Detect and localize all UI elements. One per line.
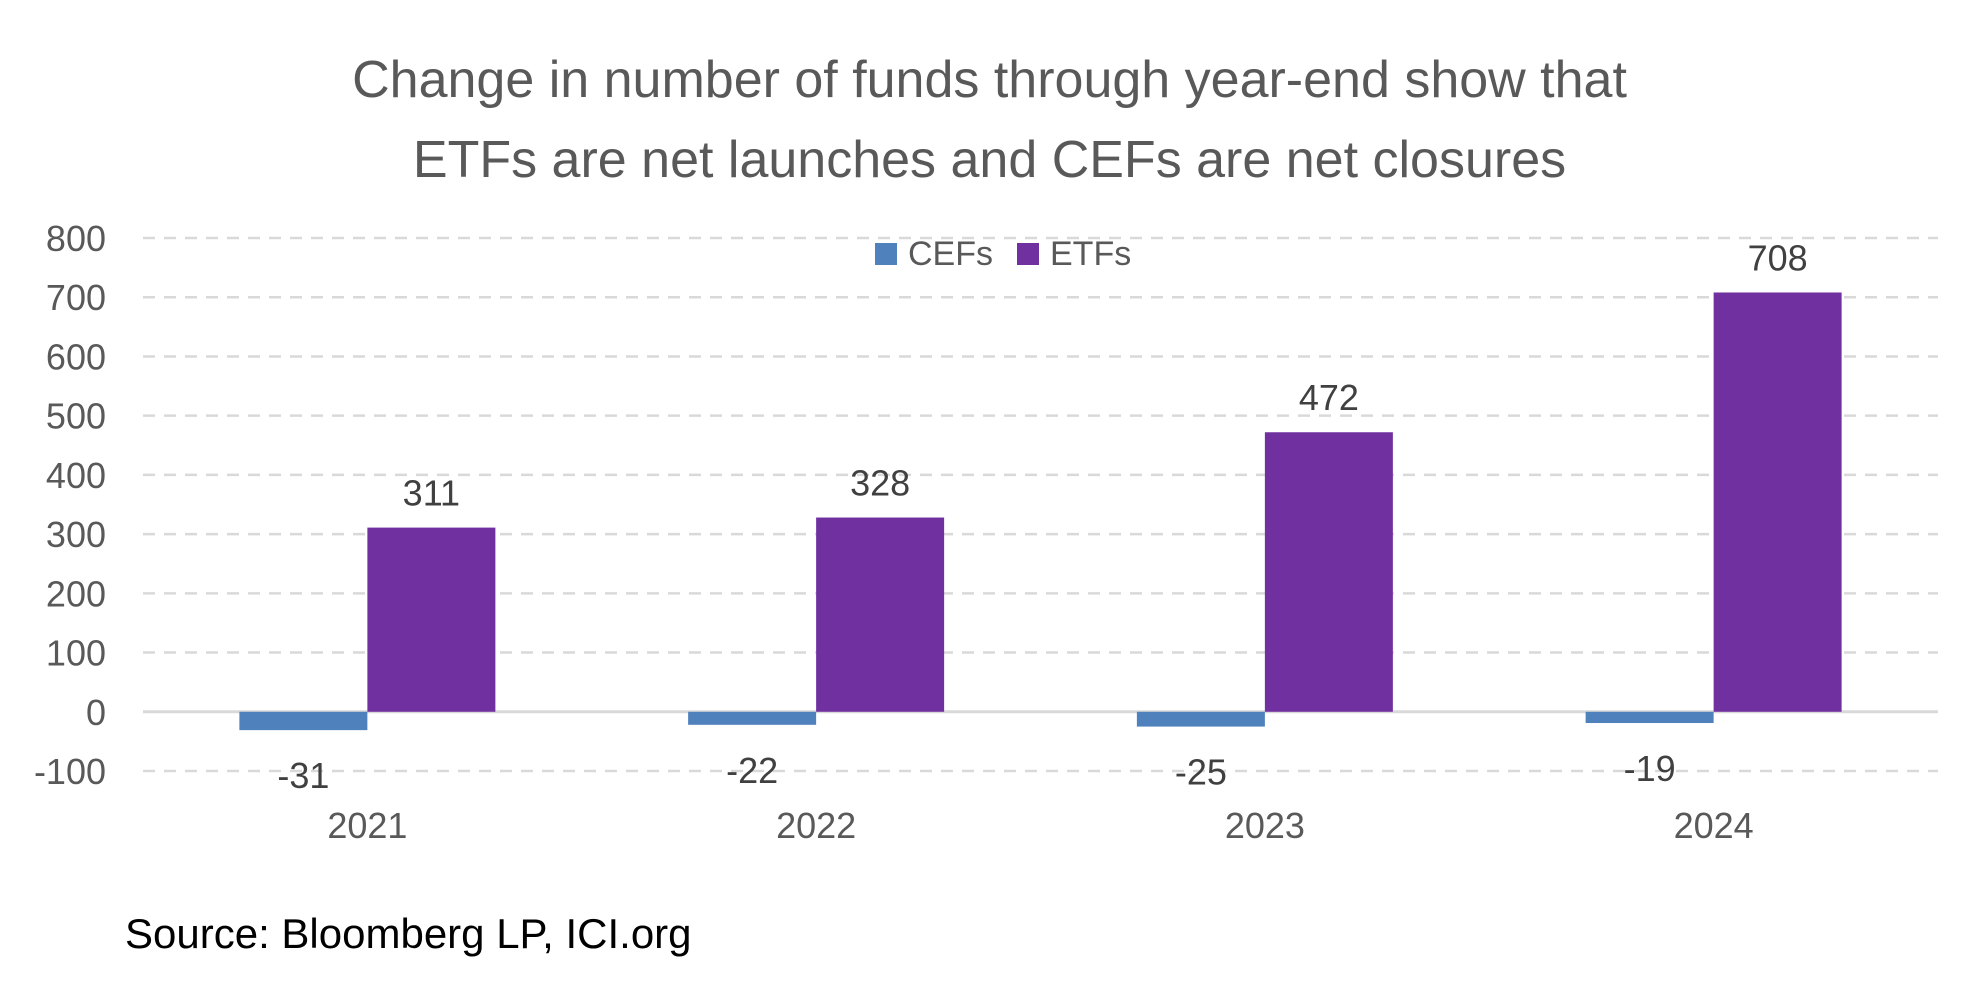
y-tick-label: 800	[46, 218, 106, 259]
x-tick-label: 2021	[327, 805, 407, 846]
chart-title-line-1: Change in number of funds through year-e…	[352, 51, 1627, 109]
data-label-cefs-2023: -25	[1175, 752, 1227, 793]
x-axis-ticks: 2021 2022 2023 2024	[327, 805, 1753, 846]
bar-etfs-2024	[1713, 292, 1842, 712]
x-tick-label: 2022	[776, 805, 856, 846]
legend: CEFs ETFs	[875, 235, 1131, 273]
data-label-etfs-2021: 311	[403, 473, 460, 514]
data-label-cefs-2021: -31	[277, 755, 329, 796]
bars	[239, 292, 1842, 731]
y-tick-label: 400	[46, 455, 106, 496]
data-labels: -31 311 -22 328 -25 472 -19 708	[277, 237, 1807, 796]
x-tick-label: 2023	[1225, 805, 1305, 846]
y-tick-label: 0	[86, 692, 106, 733]
data-label-cefs-2022: -22	[726, 750, 778, 791]
legend-swatch-cefs	[875, 243, 897, 265]
bar-etfs-2022	[816, 517, 945, 712]
x-tick-label: 2024	[1674, 805, 1754, 846]
y-axis-ticks: -100 0 100 200 300 400 500 600 700 800	[34, 218, 106, 792]
legend-swatch-etfs	[1017, 243, 1039, 265]
y-tick-label: 600	[46, 336, 106, 377]
bar-cefs-2021	[239, 711, 368, 731]
y-tick-label: 500	[46, 396, 106, 437]
legend-label-etfs: ETFs	[1050, 235, 1131, 273]
source-note: Source: Bloomberg LP, ICI.org	[125, 910, 692, 957]
data-label-cefs-2024: -19	[1624, 748, 1676, 789]
bar-etfs-2023	[1264, 432, 1393, 712]
bar-cefs-2023	[1136, 711, 1265, 727]
bar-cefs-2022	[688, 711, 817, 725]
y-tick-label: 300	[46, 514, 106, 555]
chart-title: Change in number of funds through year-e…	[0, 40, 1979, 200]
chart-title-line-2: ETFs are net launches and CEFs are net c…	[412, 131, 1567, 189]
y-tick-label: 100	[46, 633, 106, 674]
y-tick-label: 700	[46, 277, 106, 318]
bar-cefs-2024	[1585, 711, 1714, 724]
data-label-etfs-2023: 472	[1299, 377, 1359, 418]
bar-etfs-2021	[367, 527, 496, 712]
y-tick-label: -100	[34, 751, 106, 792]
data-label-etfs-2022: 328	[850, 463, 910, 504]
data-label-etfs-2024: 708	[1748, 237, 1808, 278]
y-tick-label: 200	[46, 573, 106, 614]
legend-label-cefs: CEFs	[908, 235, 993, 273]
